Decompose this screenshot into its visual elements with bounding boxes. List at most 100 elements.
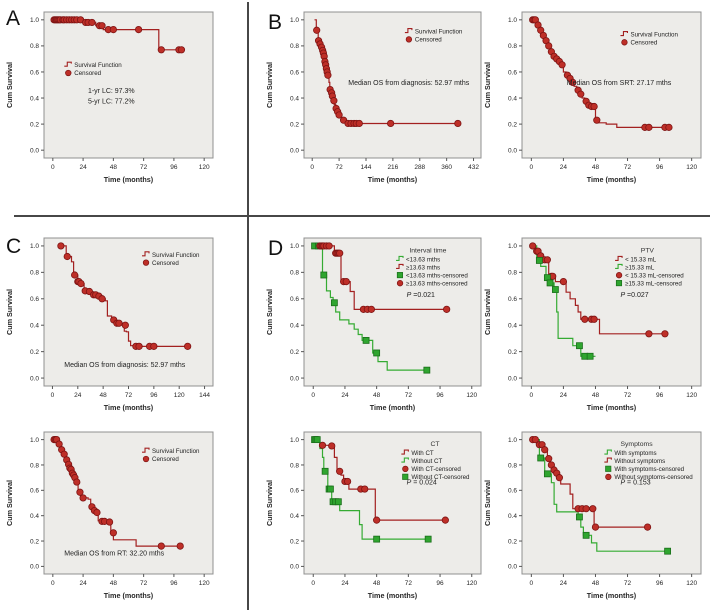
x-tick-label: 24 bbox=[79, 580, 87, 587]
legend-circle-glyph bbox=[142, 455, 150, 463]
censored-marker-circle bbox=[71, 271, 79, 279]
censored-marker-circle bbox=[569, 78, 577, 86]
censored-marker-circle bbox=[665, 123, 673, 131]
legend-line-glyph bbox=[604, 449, 612, 455]
legend-square-glyph bbox=[396, 272, 403, 279]
km-plot-svg: 0.0 0.2 0.4 0.6 0.8 1.0 0 72 144 216 288 360 432 Time… bbox=[265, 11, 482, 184]
p-value: P =0.027 bbox=[620, 292, 648, 299]
y-tick-label: 1.0 bbox=[30, 437, 39, 444]
km-chart-symptoms: 0.0 0.2 0.4 0.6 0.8 1.0 0 24 48 72 96 120 Time (mont… bbox=[480, 424, 710, 610]
y-tick-label: 0.8 bbox=[508, 43, 517, 50]
censored-marker-circle bbox=[98, 295, 106, 303]
legend-label: Censored bbox=[630, 40, 657, 47]
censored-marker-circle bbox=[545, 455, 553, 463]
y-tick-label: 0.2 bbox=[30, 121, 39, 128]
censored-marker-circle bbox=[343, 477, 352, 486]
annotation: Median OS from RT: 32.20 mths bbox=[64, 551, 164, 558]
legend-label: < 15.33 mL bbox=[625, 256, 657, 263]
y-tick-label: 0.2 bbox=[30, 349, 39, 356]
censored-marker-circle bbox=[157, 542, 165, 550]
legend-label: Survival Function bbox=[74, 62, 122, 69]
censored-marker-square bbox=[576, 513, 583, 521]
censored-marker-circle bbox=[328, 442, 336, 450]
x-tick-label: 144 bbox=[361, 164, 372, 171]
legend-label: With symptoms-censored bbox=[614, 466, 684, 473]
x-tick-label: 24 bbox=[341, 392, 349, 399]
legend-label: With symptoms bbox=[614, 450, 656, 457]
km-chart-ptv: 0.0 0.2 0.4 0.6 0.8 1.0 0 24 48 72 96 120 Time (mont… bbox=[480, 230, 710, 422]
y-tick-label: 0.4 bbox=[290, 323, 299, 330]
legend-label: < 15.33 mL-censored bbox=[625, 272, 684, 279]
x-tick-label: 120 bbox=[686, 580, 697, 587]
censored-marker-circle bbox=[355, 119, 363, 128]
x-tick-label: 72 bbox=[624, 580, 632, 587]
y-tick-label: 0.2 bbox=[290, 349, 299, 356]
x-axis-label: Time (months) bbox=[587, 175, 637, 184]
x-tick-label: 48 bbox=[110, 164, 118, 171]
x-tick-label: 0 bbox=[51, 392, 55, 399]
x-axis-label: Time (months) bbox=[104, 175, 154, 184]
censored-marker-circle bbox=[176, 542, 184, 550]
annotation: Median OS from diagnosis: 52.97 mths bbox=[348, 80, 470, 87]
km-chart-os-from-diagnosis-b: 0.0 0.2 0.4 0.6 0.8 1.0 0 72 144 216 288 360 432 Time… bbox=[262, 4, 490, 194]
legend-circle-glyph bbox=[396, 280, 404, 287]
legend-line-glyph bbox=[142, 251, 150, 257]
y-tick-label: 1.0 bbox=[508, 437, 517, 444]
x-tick-label: 96 bbox=[170, 580, 178, 587]
panel-label-c: C bbox=[6, 235, 22, 258]
km-plot-svg: 0.0 0.2 0.4 0.6 0.8 1.0 0 24 48 72 96 120 Time (mont… bbox=[5, 11, 214, 184]
annotation: 5-yr LC: 77.2% bbox=[88, 98, 135, 105]
y-tick-label: 0.6 bbox=[30, 69, 39, 76]
y-tick-label: 0.8 bbox=[508, 462, 517, 469]
legend-label: Survival Function bbox=[152, 252, 200, 259]
censored-marker-circle bbox=[373, 516, 381, 524]
legend-line-glyph bbox=[396, 255, 404, 261]
x-tick-label: 72 bbox=[125, 392, 133, 399]
legend-circle-glyph bbox=[142, 259, 150, 266]
x-tick-label: 48 bbox=[592, 580, 600, 587]
legend-title: PTV bbox=[641, 247, 655, 254]
censored-marker-square bbox=[320, 271, 328, 279]
x-tick-label: 72 bbox=[405, 392, 413, 399]
p-value: P =0.021 bbox=[407, 292, 435, 299]
censored-marker-circle bbox=[577, 90, 585, 98]
censored-marker-circle bbox=[643, 523, 652, 531]
y-tick-label: 0.6 bbox=[290, 488, 299, 495]
y-tick-label: 0.4 bbox=[508, 513, 517, 520]
y-tick-label: 0.2 bbox=[290, 538, 299, 545]
x-tick-label: 432 bbox=[468, 164, 479, 171]
x-tick-label: 96 bbox=[656, 164, 664, 171]
plot-area bbox=[521, 431, 702, 575]
x-tick-label: 0 bbox=[530, 164, 534, 171]
y-tick-label: 0.0 bbox=[290, 564, 299, 571]
censored-marker-square bbox=[543, 470, 551, 478]
legend-label: Censored bbox=[152, 456, 179, 463]
x-tick-label: 144 bbox=[199, 392, 210, 399]
y-tick-label: 1.0 bbox=[508, 243, 517, 250]
legend-circle-glyph bbox=[615, 272, 623, 279]
legend-label: Without CT bbox=[411, 458, 442, 465]
x-tick-label: 96 bbox=[436, 580, 444, 587]
censored-marker-circle bbox=[79, 494, 87, 502]
y-axis-label: Cum Survival bbox=[483, 62, 492, 108]
y-axis-label: Cum Survival bbox=[265, 289, 274, 335]
legend-label: Censored bbox=[415, 37, 442, 44]
censored-marker-circle bbox=[76, 488, 84, 496]
x-tick-label: 24 bbox=[341, 580, 349, 587]
km-chart-os-from-rt: 0.0 0.2 0.4 0.6 0.8 1.0 0 24 48 72 96 120 Time (mont… bbox=[2, 424, 222, 610]
y-tick-label: 0.8 bbox=[30, 462, 39, 469]
legend-line-glyph bbox=[401, 457, 409, 463]
y-tick-label: 0.2 bbox=[508, 121, 517, 128]
x-tick-label: 48 bbox=[592, 164, 600, 171]
x-tick-label: 0 bbox=[530, 580, 534, 587]
y-tick-label: 0.8 bbox=[30, 43, 39, 50]
legend-title: Interval time bbox=[409, 247, 446, 254]
censored-marker-square bbox=[362, 337, 370, 344]
y-tick-label: 0.0 bbox=[290, 147, 299, 154]
survival-curve-green bbox=[531, 439, 668, 552]
censored-marker-circle bbox=[443, 305, 451, 313]
y-axis-label: Cum Survival bbox=[483, 289, 492, 335]
legend-circle-glyph bbox=[605, 473, 612, 481]
censored-marker-circle bbox=[590, 102, 598, 111]
